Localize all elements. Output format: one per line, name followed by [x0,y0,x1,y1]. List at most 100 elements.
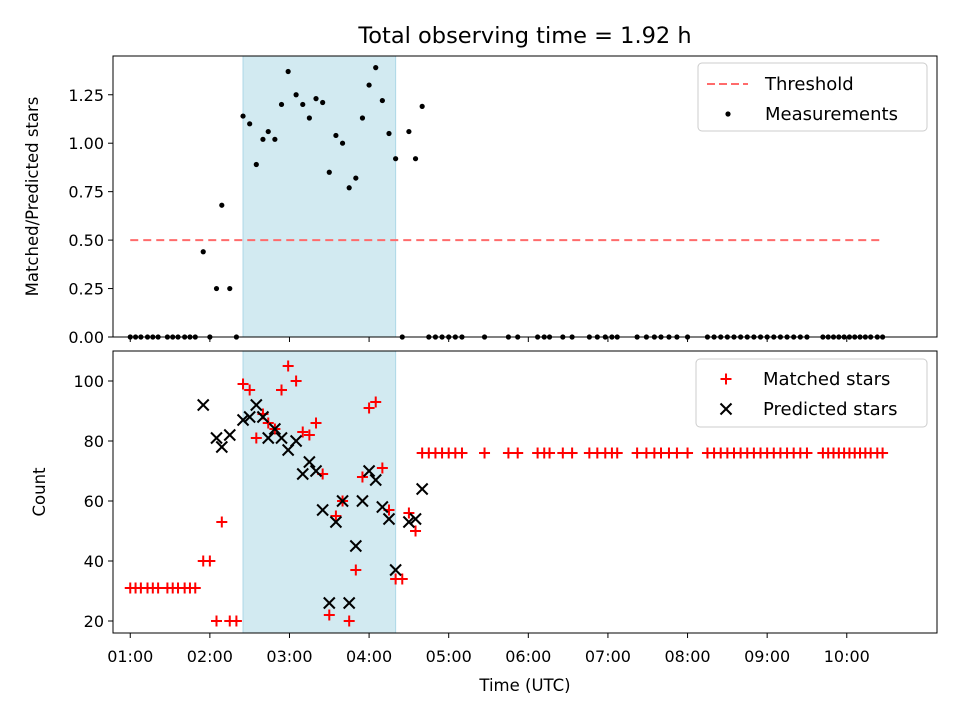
matched-star-point [512,447,524,459]
matched-star-point [204,555,216,567]
matched-star-point [276,384,288,396]
predicted-star-point [336,494,349,508]
matched-star-point [210,615,222,627]
predicted-star-point [256,410,270,424]
predicted-star-point [316,503,329,517]
matched-star-point [396,573,408,585]
matched-star-point [303,429,315,441]
matched-star-point [479,447,491,459]
predicted-star-point [342,596,356,610]
predicted-star-point [243,410,256,424]
measurement-point [272,136,278,142]
top-plot-frame [112,55,938,338]
matched-star-point [290,375,302,387]
observing-window-top [242,55,397,338]
matched-star-point [216,516,228,528]
predicted-star-point [402,515,416,529]
measurement-point [285,68,291,75]
measurement-point [419,103,425,109]
matched-star-point [410,525,422,537]
measurement-point [353,175,359,181]
predicted-star-point [323,596,336,610]
predicted-star-point [303,455,316,469]
measurement-point [379,97,385,104]
measurement-point [260,136,266,142]
bottom-xtick-label: 07:00 [585,647,631,666]
measurement-point [333,132,339,139]
matched-star-point [237,378,249,390]
bottom-xlabel: Time (UTC) [478,676,570,695]
bottom-legend-box [695,358,928,428]
bottom-plot-frame [112,350,938,634]
matched-star-point [682,447,694,459]
bottom-xtick-label: 08:00 [664,647,710,666]
measurement-point [346,185,352,191]
matched-star-point [310,417,322,429]
legend-measurements-swatch [725,111,731,117]
predicted-star-point [362,464,376,478]
predicted-star-point [349,539,363,553]
matched-star-point [544,447,556,459]
measurement-point [326,169,332,175]
measurement-point [293,92,299,98]
matched-star-point [502,447,514,459]
bottom-xtick-label: 05:00 [426,647,472,666]
top-legend-box [697,62,928,132]
measurement-point [393,156,399,162]
predicted-star-point [309,464,323,478]
predicted-star-point [197,398,210,412]
legend-measurements-label: Measurements [765,104,898,125]
measurement-point [406,128,412,135]
bottom-ytick-label: 80 [84,432,104,451]
matched-star-point [456,447,468,459]
measurement-point [265,128,271,135]
measurement-point [200,249,206,255]
matched-star-point [403,507,415,519]
predicted-star-point [262,431,275,445]
legend-predicted-swatch [719,402,733,416]
measurement-point [306,115,312,121]
predicted-star-point [215,440,229,454]
measurement-point [300,101,306,108]
bottom-ytick-label: 40 [84,552,104,571]
matched-star-point [363,402,375,414]
top-ytick-label: 0.25 [68,280,104,299]
measurement-point [278,101,285,108]
measurement-point [313,96,319,102]
bottom-xtick-label: 03:00 [266,647,312,666]
bottom-xtick-label: 01:00 [107,647,153,666]
matched-star-point [297,426,309,438]
matched-star-point [250,432,262,444]
measurement-point [320,99,326,106]
bottom-xtick-label: 02:00 [187,647,233,666]
predicted-star-point [268,422,282,436]
bottom-xtick-label: 06:00 [505,647,551,666]
matched-star-point [877,447,889,459]
top-legend: Threshold Measurements [697,62,928,132]
measurement-point [373,65,379,71]
top-ytick-label: 0.75 [68,183,104,202]
matched-star-point [262,417,274,429]
bottom-legend: Matched stars Predicted stars [695,358,928,428]
predicted-star-point [236,413,250,427]
top-ylabel: Matched/Predicted stars [23,97,42,297]
bottom-ytick-label: 20 [84,612,104,631]
predicted-star-point [329,515,343,529]
matched-star-point [230,615,242,627]
predicted-star-point [409,512,422,526]
matched-star-point [566,447,578,459]
measurement-point [219,202,225,208]
bottom-xtick-label: 04:00 [346,647,392,666]
predicted-star-point [389,563,402,577]
measurement-point [366,82,372,88]
measurement-point [339,140,346,146]
matched-star-point [244,384,256,396]
legend-threshold-label: Threshold [764,74,854,95]
top-ytick-label: 1.25 [68,86,104,105]
top-ytick-label: 0.00 [68,328,104,347]
top-ytick-label: 0.50 [68,231,104,250]
predicted-star-point [356,494,369,508]
matched-star-point [370,396,382,408]
legend-predicted-label: Predicted stars [763,399,897,420]
